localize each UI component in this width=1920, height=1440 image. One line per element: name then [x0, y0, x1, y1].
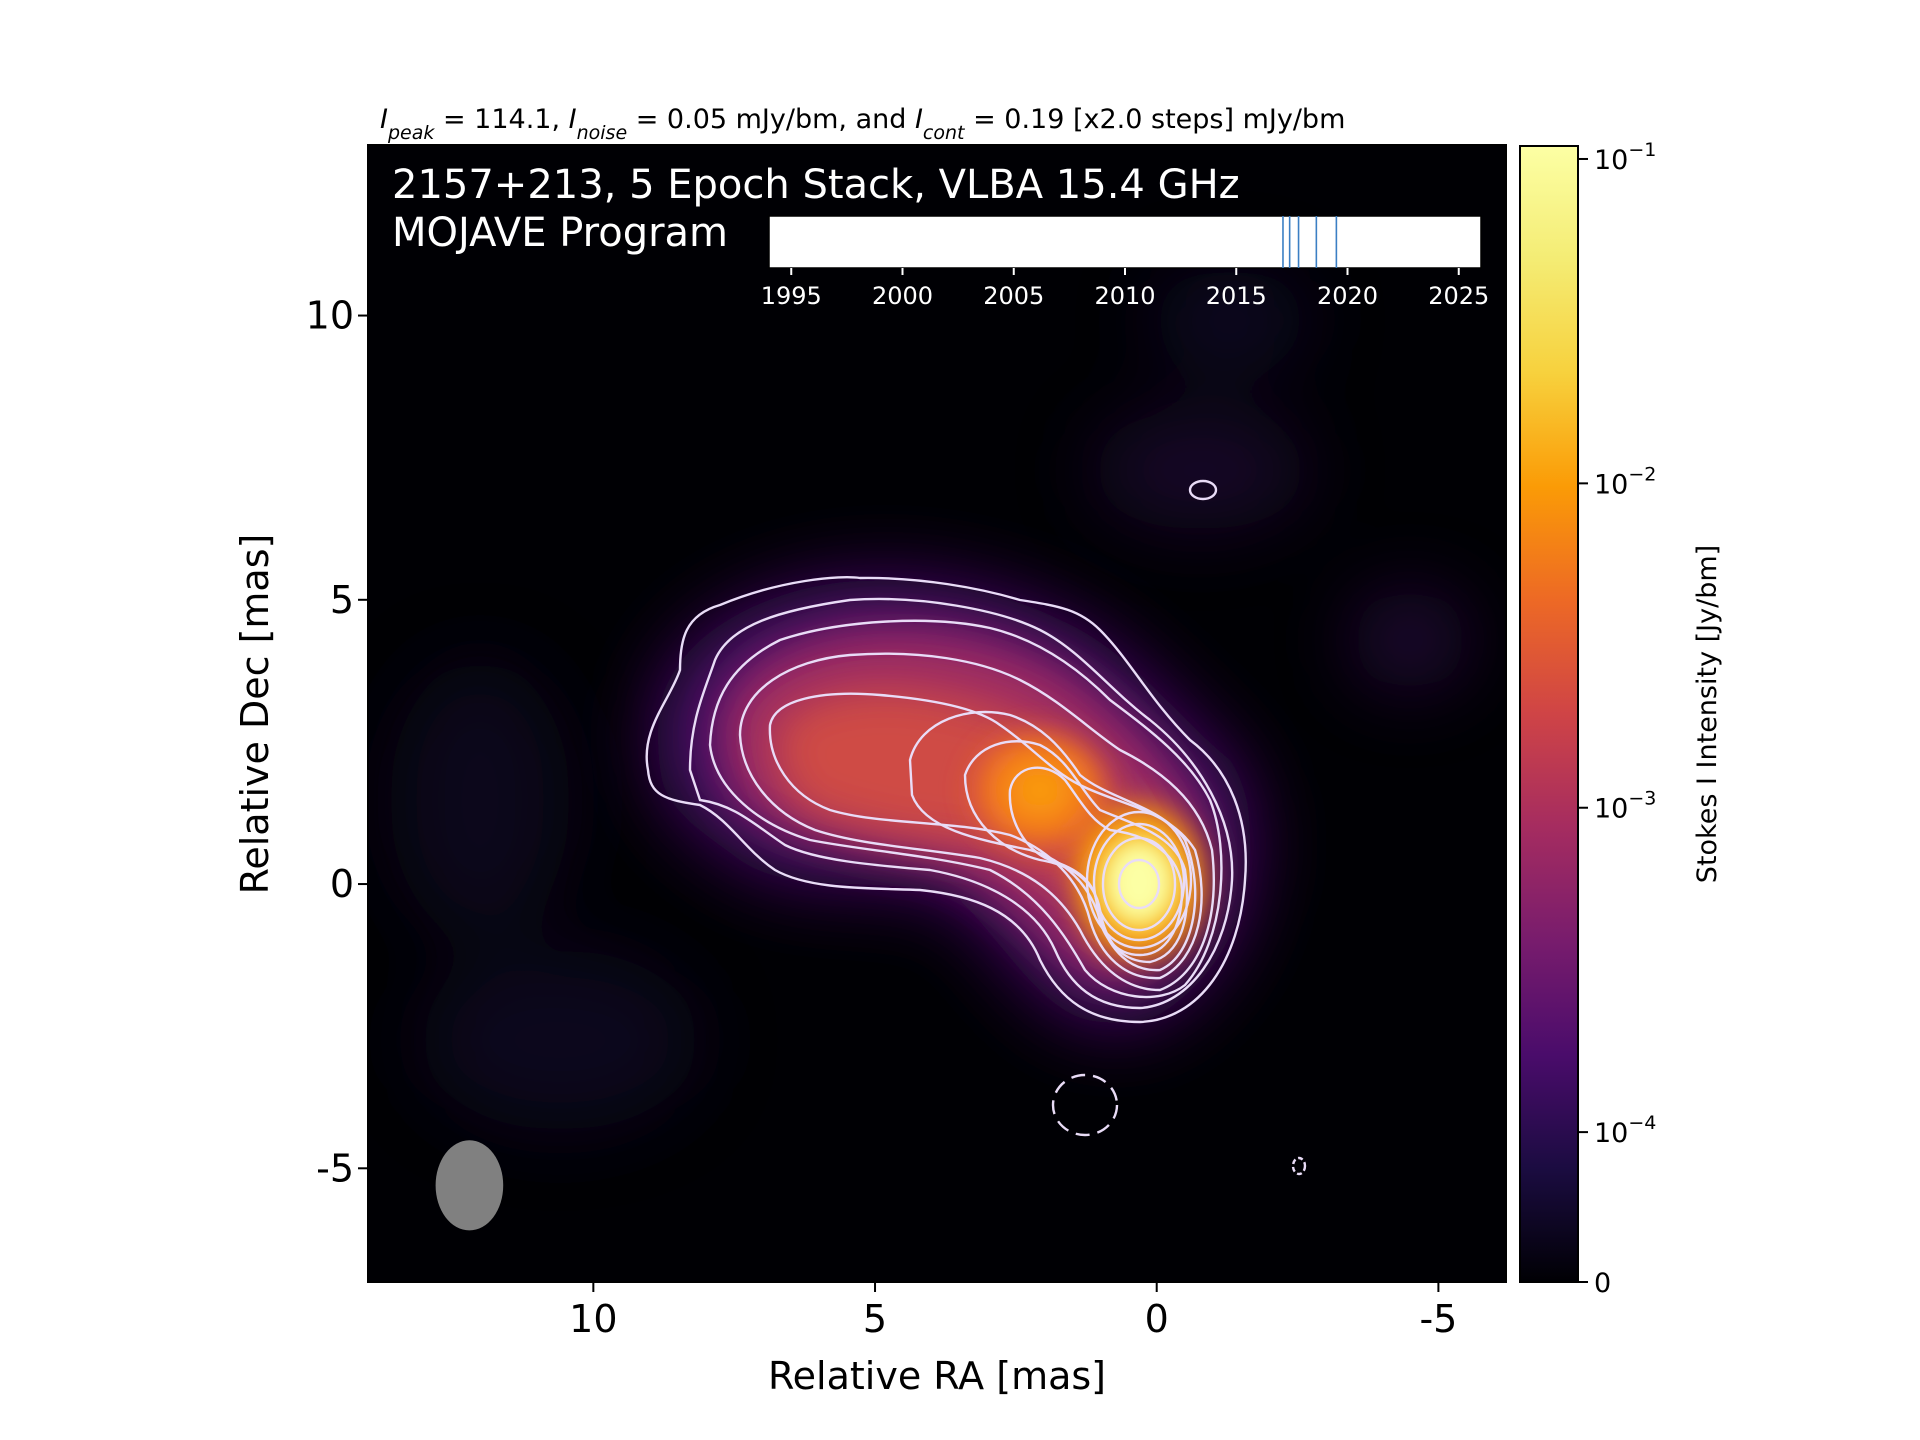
colorbar: 10−1 10−2 10−3 10−4 0 Stokes I Intensity [Jy…	[1519, 139, 1723, 1299]
colorbar-ticks: 10−1 10−2 10−3 10−4 0	[1578, 139, 1656, 1299]
colorbar-tick-label: 10−4	[1594, 1112, 1656, 1149]
contours	[645, 479, 1307, 1176]
background-noise	[390, 270, 1470, 1130]
timeline-epochs	[1282, 216, 1338, 268]
colorbar-gradient	[1520, 146, 1578, 1282]
source-annotation: 2157+213, 5 Epoch Stack, VLBA 15.4 GHz	[392, 162, 1240, 208]
beam-ellipse	[435, 1140, 504, 1231]
colorbar-frame	[1519, 145, 1579, 1283]
image-frame	[367, 144, 1507, 1283]
contour-level-12	[1117, 858, 1161, 910]
image-panel	[368, 145, 1506, 1282]
colorbar-label: Stokes I Intensity [Jy/bm]	[1692, 545, 1723, 883]
contour-level-10	[1092, 822, 1186, 942]
contour-level-9	[1085, 810, 1193, 950]
timeline-tick-label: 2000	[872, 282, 933, 310]
y-tick-label: 0	[330, 862, 354, 906]
contour-level-11	[1101, 836, 1177, 932]
y-axis-label: Relative Dec [mas]	[233, 534, 277, 895]
contour-isolated	[1188, 479, 1218, 501]
epoch-timeline: 1995 2000 2005 2010 2015 2020 2025	[761, 215, 1489, 310]
contour-level-2	[688, 597, 1234, 1010]
timeline-tick-label: 2015	[1206, 282, 1267, 310]
x-tick-label: 5	[863, 1297, 887, 1341]
colorbar-tick-label: 0	[1594, 1268, 1611, 1299]
colorbar-tick-label: 10−3	[1594, 788, 1656, 825]
program-annotation: MOJAVE Program	[392, 210, 728, 256]
y-tick-label: -5	[316, 1146, 354, 1190]
contour-level-3	[708, 619, 1223, 999]
y-tick-label: 5	[330, 578, 354, 622]
contour-level-4	[738, 652, 1215, 992]
y-tick-label: 10	[306, 294, 354, 338]
timeline-tick-label: 2020	[1317, 282, 1378, 310]
x-axis-label: Relative RA [mas]	[768, 1354, 1106, 1398]
contour-level-7	[963, 740, 1189, 964]
contour-level-6	[908, 710, 1197, 972]
y-axis-ticks: 10 5 0 -5	[306, 294, 368, 1190]
contour-level-1	[645, 576, 1247, 1024]
timeline-tick-label: 1995	[761, 282, 822, 310]
timeline-tick-label: 2005	[983, 282, 1044, 310]
timeline-box	[768, 215, 1482, 269]
timeline-ticks: 1995 2000 2005 2010 2015 2020 2025	[761, 268, 1489, 310]
colorbar-tick-label: 10−1	[1594, 139, 1656, 176]
timeline-tick-label: 2010	[1094, 282, 1155, 310]
x-tick-label: 0	[1145, 1297, 1169, 1341]
contour-negative	[1051, 1073, 1119, 1137]
colorbar-tick-label: 10−2	[1594, 463, 1656, 500]
timeline-tick-label: 2025	[1428, 282, 1489, 310]
x-axis-ticks: 10 5 0 -5	[569, 1282, 1457, 1341]
x-tick-label: -5	[1419, 1297, 1457, 1341]
chart-title: Ipeak = 114.1, Inoise = 0.05 mJy/bm, and…	[380, 104, 1345, 144]
contour-level-5	[768, 692, 1203, 980]
x-tick-label: 10	[569, 1297, 617, 1341]
contour-negative-small	[1291, 1156, 1307, 1176]
